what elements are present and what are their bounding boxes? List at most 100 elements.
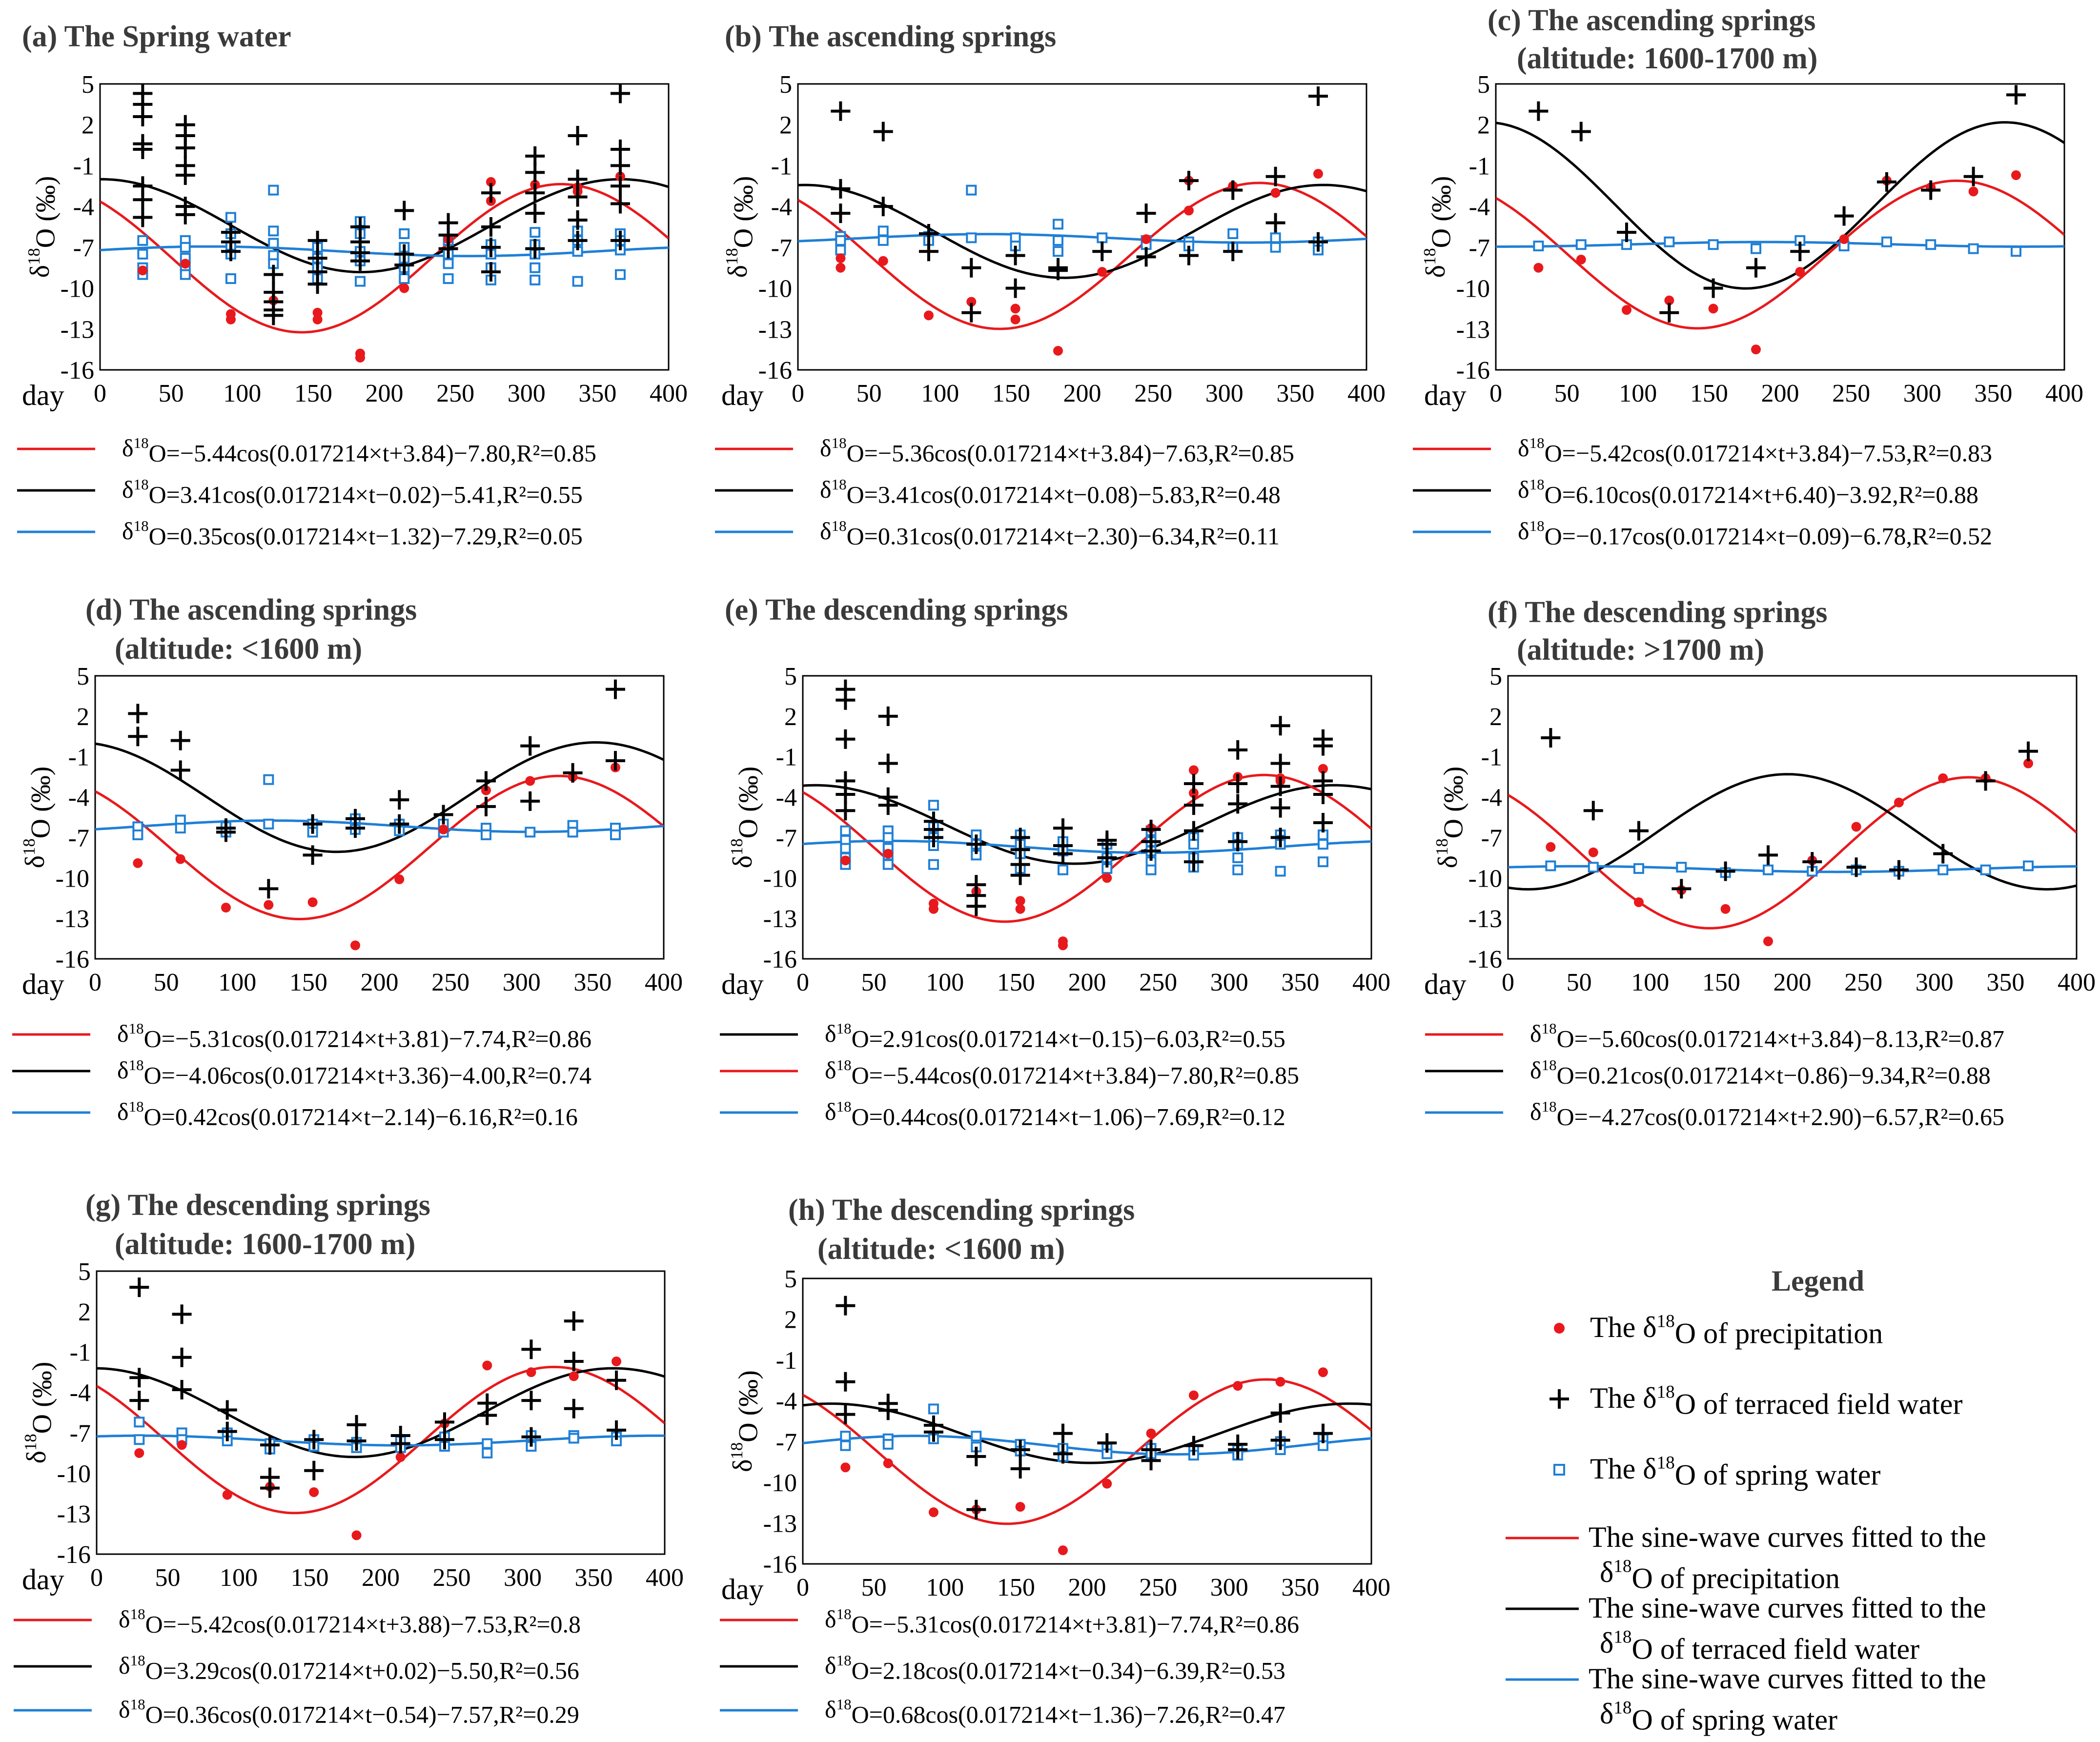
terraced-point [607,1420,627,1440]
panel-title: (b) The ascending springs [725,20,1056,53]
x-tick-label: 400 [650,380,688,407]
spring-point [525,827,536,838]
y-axis-label: δ18O (‰) [1432,767,1469,869]
plot-frame [1507,675,2078,960]
terraced-point [878,706,898,726]
fit-curve-precipitation [97,1365,665,1515]
spring-point [928,1403,939,1415]
terraced-point [873,197,893,217]
y-tick-label: -7 [68,824,89,852]
y-axis-label: δ18O (‰) [21,1362,58,1464]
terraced-point [434,1412,454,1432]
terraced-point [1053,818,1073,838]
spring-point [882,832,894,843]
y-tick-label: -13 [763,1510,797,1538]
precipitation-point [1546,842,1556,852]
x-tick-label: 300 [503,969,541,996]
x-axis-label: day [721,1573,764,1605]
panel-d: (d) The ascending springs (altitude: <160… [12,593,683,1130]
terraced-point [133,190,153,210]
y-tick-label: -4 [68,784,89,812]
spring-point [2010,246,2021,257]
terraced-point [133,207,153,227]
spring-point [966,184,977,196]
terraced-point [1963,166,1983,186]
legend: Legend The δ18O of precipitation The δ18O … [1506,1265,1986,1736]
precipitation-point [1588,847,1598,857]
spring-point [1097,232,1108,243]
y-tick-label: -10 [763,865,797,892]
spring-point [354,276,366,287]
spring-point [263,774,274,785]
y-tick-label: -13 [763,905,797,933]
y-tick-label: -16 [56,946,89,973]
precipitation-point [1053,345,1063,356]
equation-label: δ18O=0.31cos(0.017214×t−2.30)−6.34,R²=0.… [820,517,1280,550]
precipitation-point [1010,304,1020,314]
y-tick-label: 5 [77,663,89,690]
x-tick-label: 50 [1554,380,1580,407]
legend-spring-marker [1553,1464,1565,1476]
terraced-point [1746,258,1766,278]
plot-frame [802,1277,1372,1565]
x-tick-label: 200 [1068,1574,1106,1601]
spring-point [268,238,279,249]
terraced-point [170,760,190,780]
fit-curve-terraced [1496,121,2064,290]
fit-curve-terraced [803,784,1371,865]
terraced-point [1053,1423,1073,1443]
terraced-point [1270,753,1290,773]
spring-point [1188,839,1199,850]
precipitation-point [1015,1502,1025,1512]
terraced-point [1790,242,1810,262]
legend-label: The δ18O of terraced field water [1590,1382,1962,1420]
legend-label-2: δ18O of spring water [1600,1698,1837,1736]
terraced-point [525,146,545,166]
precipitation-point [225,314,236,324]
precipitation-point [1275,1377,1285,1387]
plot-frame [96,1270,666,1555]
panel-title: (f) The descending springs [1488,596,1827,629]
spring-point [882,1438,894,1450]
terraced-point [1141,841,1161,861]
terraced-point [1308,86,1328,106]
y-tick-label: -7 [1469,234,1490,262]
spring-point [1317,856,1328,868]
x-tick-label: 400 [2045,380,2083,407]
fit-curve-precipitation [798,182,1366,330]
terraced-point [520,791,540,811]
panel-title: (a) The Spring water [22,20,291,53]
precipitation-point [482,1360,492,1371]
terraced-point [1136,203,1156,223]
terraced-point [918,223,938,243]
terraced-point [1228,740,1248,760]
spring-point [568,1433,579,1444]
spring-point [614,269,626,280]
terraced-point [1270,1403,1290,1423]
terraced-point [610,83,630,103]
precipitation-point [312,307,323,318]
y-tick-label: 2 [784,1306,797,1334]
precipitation-point [180,259,190,269]
x-tick-label: 0 [90,1564,103,1592]
spring-point [1980,864,1991,875]
precipitation-point [221,903,231,913]
equation-label: δ18O=−5.44cos(0.017214×t+3.84)−7.80,R²=0… [122,434,596,467]
legend-label-2: δ18O of precipitation [1600,1556,1840,1595]
terraced-point [390,1434,410,1454]
precipitation-point [175,854,185,864]
terraced-point [836,801,856,821]
terraced-point [1228,773,1248,793]
terraced-point [476,796,496,816]
terraced-point [2018,741,2038,761]
terraced-point [216,822,236,842]
precipitation-point [1015,904,1025,914]
x-tick-label: 250 [1139,1574,1177,1601]
plot-frame [99,83,670,371]
y-tick-label: -13 [1468,905,1502,933]
spring-point [1762,864,1774,875]
precipitation-point [1015,896,1025,906]
x-tick-label: 50 [154,969,179,996]
y-tick-label: -7 [776,1428,797,1456]
spring-point [443,273,454,284]
